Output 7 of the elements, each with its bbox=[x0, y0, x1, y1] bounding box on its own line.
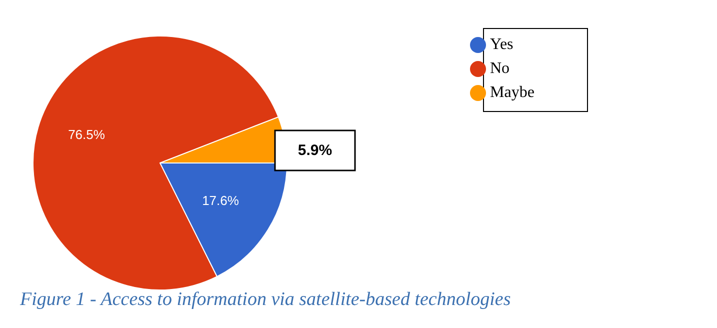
data-label: 17.6% bbox=[202, 192, 240, 208]
legend-label: No bbox=[490, 60, 510, 78]
data-label: 5.9% bbox=[298, 142, 332, 159]
data-label: 76.5% bbox=[68, 127, 106, 142]
legend-label: Yes bbox=[490, 36, 514, 54]
text: Figure 1 - Access to information via satellite-based technologies bbox=[20, 289, 511, 311]
legend-label: Maybe bbox=[490, 84, 534, 102]
